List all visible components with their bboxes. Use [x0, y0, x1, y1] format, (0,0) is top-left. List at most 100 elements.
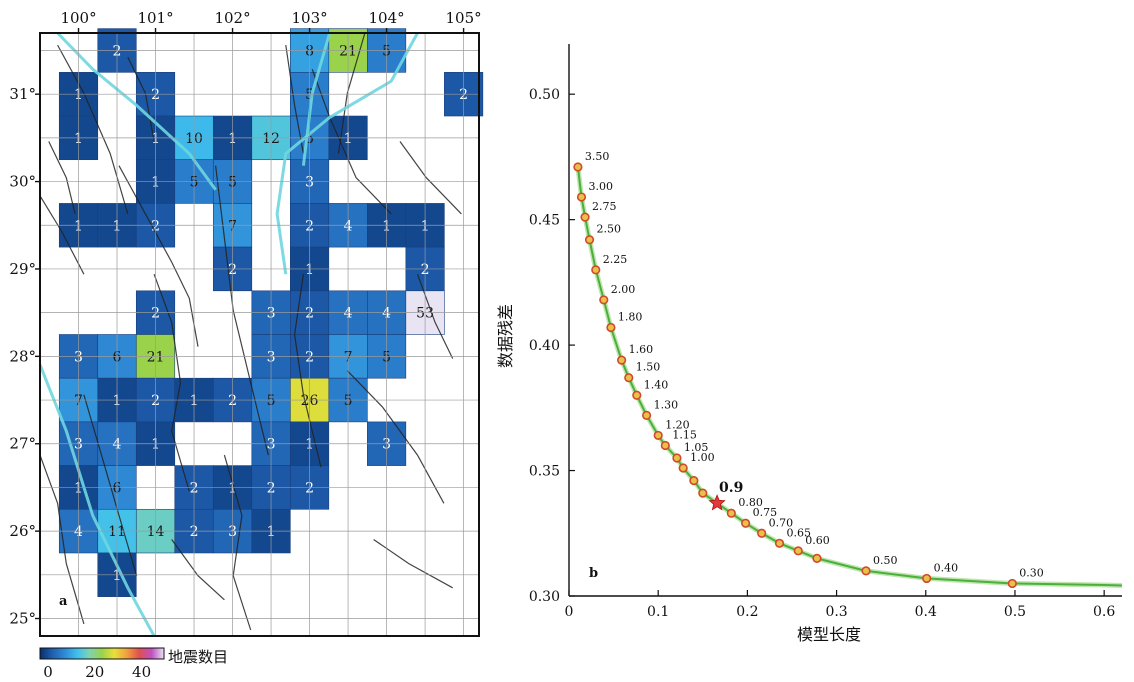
curve-point — [641, 410, 652, 420]
fault-trace — [311, 68, 392, 215]
fault-trace — [83, 394, 138, 576]
point-label: 0.50 — [873, 554, 898, 567]
curve-point — [573, 162, 583, 172]
curve-point — [672, 453, 682, 463]
y-axis-title: 数据残差 — [496, 303, 516, 369]
fault-trace — [118, 165, 199, 347]
x-tick-label: 0.6 — [1093, 604, 1115, 620]
point-label: 2.75 — [592, 200, 617, 213]
colorbar-bar — [39, 647, 165, 660]
lat-tick-label: 26° — [9, 522, 36, 540]
lon-tick-label: 105° — [446, 9, 482, 27]
curve-point — [861, 566, 871, 576]
curve-point — [624, 373, 634, 383]
lon-tick-label: 100° — [60, 9, 96, 27]
lat-tick-label: 25° — [9, 610, 36, 628]
lon-tick-label: 103° — [291, 9, 327, 27]
curve-point — [757, 528, 767, 538]
fault-lines — [38, 31, 462, 637]
curve-point — [726, 508, 736, 518]
y-tick-label: 0.35 — [529, 464, 560, 480]
y-tick-label: 0.30 — [529, 589, 560, 605]
lon-tick-label: 101° — [137, 9, 173, 27]
curve-point — [922, 573, 932, 584]
optimal-star — [708, 494, 726, 511]
lon-tick-label: 102° — [214, 9, 250, 27]
curve-point — [774, 538, 785, 548]
map-border — [39, 32, 480, 637]
fault-trace — [337, 32, 366, 154]
point-label: 0.30 — [1019, 566, 1044, 579]
lat-tick-label: 27° — [9, 435, 36, 453]
curve-point — [632, 390, 642, 400]
fault-trace — [127, 56, 155, 142]
colorbar-tick-label: 0 — [43, 663, 53, 681]
point-label: 1.40 — [644, 378, 669, 391]
point-label: 0.75 — [753, 506, 778, 519]
curve-point — [653, 430, 663, 441]
point-label: 2.50 — [597, 223, 622, 236]
point-label: 3.50 — [585, 150, 610, 163]
curve-point — [580, 212, 590, 222]
fault-trace — [39, 195, 85, 275]
river-trace — [301, 32, 332, 166]
grid-lines — [39, 33, 479, 636]
point-label: 0.70 — [769, 516, 794, 529]
panel-b-label: b — [589, 566, 599, 581]
curve-point — [660, 440, 670, 451]
lat-tick-label: 30° — [9, 173, 36, 191]
point-label: 2.25 — [603, 253, 628, 266]
point-label: 1.15 — [672, 428, 697, 441]
point-label: 1.80 — [618, 311, 643, 324]
curve-point — [606, 322, 616, 333]
curve-point — [599, 295, 609, 305]
y-tick-label: 0.40 — [529, 338, 560, 354]
point-label: 1.50 — [636, 361, 661, 374]
x-tick-label: 0 — [565, 604, 574, 620]
curve-point — [812, 553, 822, 563]
fault-trace — [153, 273, 190, 492]
l-curve-axes: 0 0.1 0.2 0.3 0.4 0.5 0.6 0.30 0.35 0.40 0.45 0.50 — [529, 44, 1122, 620]
l-curve-plot: 3.50 3.00 2.75 2.50 2.25 2.00 1.80 1.60 1.50 1.40… — [573, 150, 1123, 589]
curve-point — [584, 235, 595, 245]
curve-point — [741, 518, 751, 528]
point-label: 1.60 — [629, 343, 654, 356]
fault-trace — [215, 165, 269, 456]
lat-tick-label: 31° — [9, 85, 36, 103]
fault-trace — [223, 454, 252, 631]
river-trace — [56, 31, 217, 191]
point-label: 0.40 — [934, 561, 959, 574]
lon-tick-label: 104° — [369, 9, 405, 27]
curve-glow — [575, 166, 1123, 588]
point-label: 0.65 — [786, 526, 811, 539]
colorbar-title: 地震数目 — [168, 648, 229, 666]
x-axis-title: 模型长度 — [797, 625, 862, 644]
fault-trace — [416, 273, 454, 359]
point-label: 0.60 — [805, 534, 830, 547]
x-tick-label: 0.2 — [736, 604, 758, 620]
fault-trace — [293, 274, 322, 468]
point-label: 1.05 — [684, 441, 709, 454]
curve-point — [689, 475, 699, 486]
curve-point — [1007, 578, 1017, 589]
colorbar: 0 20 40 — [39, 647, 165, 681]
fault-trace — [346, 370, 445, 504]
curve-point — [617, 355, 627, 365]
point-label: 0.80 — [738, 496, 763, 509]
y-tick-label: 0.50 — [529, 87, 560, 103]
x-tick-label: 0.5 — [1004, 604, 1026, 620]
map-frame — [39, 32, 480, 637]
fault-trace — [39, 454, 85, 625]
l-curve-line — [576, 166, 1123, 587]
point-label: 1.00 — [690, 451, 715, 464]
fault-trace — [399, 141, 462, 215]
curve-point — [698, 488, 708, 498]
curve-point — [576, 192, 587, 202]
curve-point — [678, 463, 688, 473]
fault-trace — [373, 539, 453, 589]
x-tick-label: 0.4 — [915, 604, 937, 620]
optimal-label: 0.9 — [719, 480, 743, 496]
fault-trace — [48, 141, 76, 215]
x-tick-label: 0.1 — [647, 604, 669, 620]
